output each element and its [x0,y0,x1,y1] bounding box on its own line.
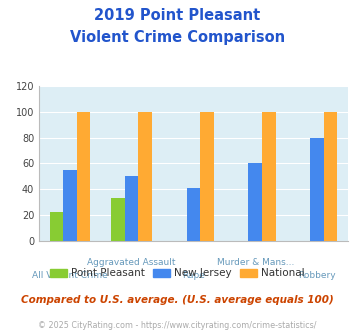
Text: Robbery: Robbery [298,272,336,280]
Bar [262,112,275,241]
Bar [310,138,324,241]
Text: © 2025 CityRating.com - https://www.cityrating.com/crime-statistics/: © 2025 CityRating.com - https://www.city… [38,321,317,330]
Bar [248,163,262,241]
Text: Compared to U.S. average. (U.S. average equals 100): Compared to U.S. average. (U.S. average … [21,295,334,305]
Bar [200,112,214,241]
Text: Aggravated Assault: Aggravated Assault [87,258,176,267]
Bar [50,213,63,241]
Bar [77,112,90,241]
Text: All Violent Crime: All Violent Crime [32,272,108,280]
Bar [324,112,337,241]
Bar [63,170,77,241]
Bar [187,188,200,241]
Text: Rape: Rape [182,272,205,280]
Text: 2019 Point Pleasant: 2019 Point Pleasant [94,8,261,23]
Bar [125,176,138,241]
Text: Violent Crime Comparison: Violent Crime Comparison [70,30,285,45]
Bar [111,198,125,241]
Legend: Point Pleasant, New Jersey, National: Point Pleasant, New Jersey, National [46,264,309,282]
Bar [138,112,152,241]
Text: Murder & Mans...: Murder & Mans... [217,258,294,267]
